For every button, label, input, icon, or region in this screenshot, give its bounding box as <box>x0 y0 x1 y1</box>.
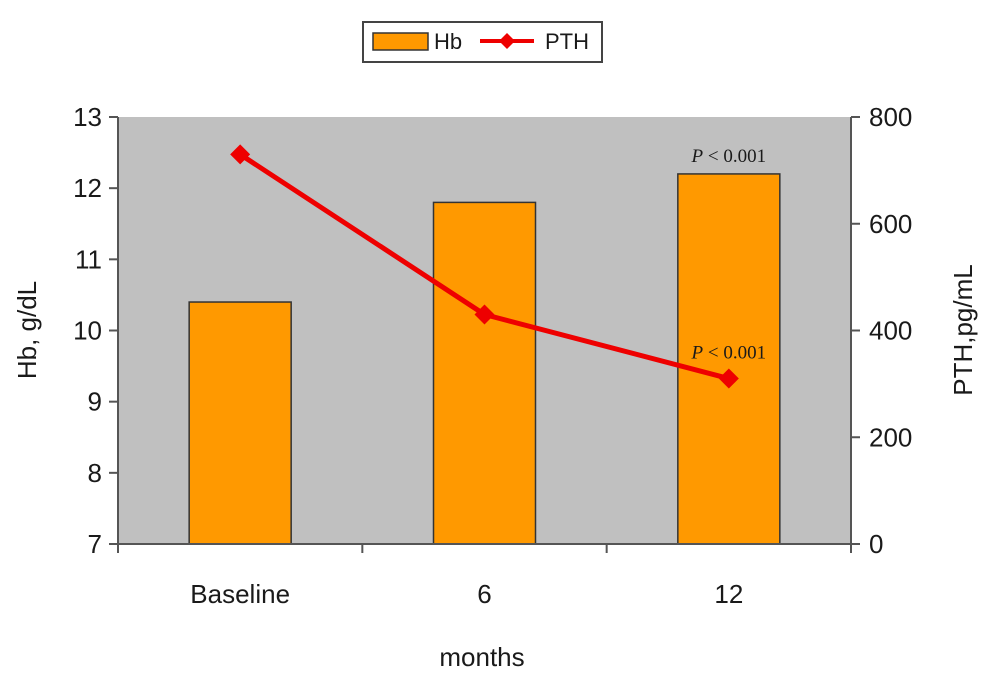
y-left-tick-label: 11 <box>75 244 102 274</box>
marker-pth-6 <box>474 304 495 325</box>
legend-label-pth: PTH <box>545 29 589 54</box>
annotation-p-value: P < 0.001 <box>691 146 767 167</box>
x-axis-title: months <box>439 642 524 672</box>
y-left-tick-label: 9 <box>88 387 102 417</box>
y-left-tick-label: 12 <box>73 173 102 203</box>
legend: Hb PTH <box>362 21 603 63</box>
legend-label-hb: Hb <box>434 29 462 54</box>
legend-swatch-hb <box>372 32 429 51</box>
x-tick-label-12: 12 <box>714 579 743 609</box>
bar-hb-12 <box>677 173 781 545</box>
y-left-tick-label: 10 <box>73 316 102 346</box>
y-right-tick-label: 0 <box>869 529 883 559</box>
x-tick-label-baseline: Baseline <box>190 579 290 609</box>
y-right-tick-label: 600 <box>869 209 912 239</box>
y-left-tick-label: 8 <box>88 458 102 488</box>
y-right-axis-title: PTH,pg/mL <box>948 264 978 396</box>
y-right-tick-label: 400 <box>869 316 912 346</box>
marker-pth-baseline <box>230 144 251 165</box>
x-tick-label-6: 6 <box>477 579 491 609</box>
annotation-p-value: P < 0.001 <box>691 343 767 364</box>
y-left-tick-label: 13 <box>73 102 102 132</box>
bar-hb-baseline <box>188 301 292 545</box>
y-right-tick-label: 800 <box>869 102 912 132</box>
y-right-tick-label: 200 <box>869 422 912 452</box>
bar-hb-6 <box>432 201 537 545</box>
marker-pth-12 <box>718 368 739 389</box>
y-left-axis-title: Hb, g/dL <box>12 281 42 379</box>
y-left-tick-label: 7 <box>88 529 102 559</box>
legend-marker-pth <box>499 33 515 49</box>
